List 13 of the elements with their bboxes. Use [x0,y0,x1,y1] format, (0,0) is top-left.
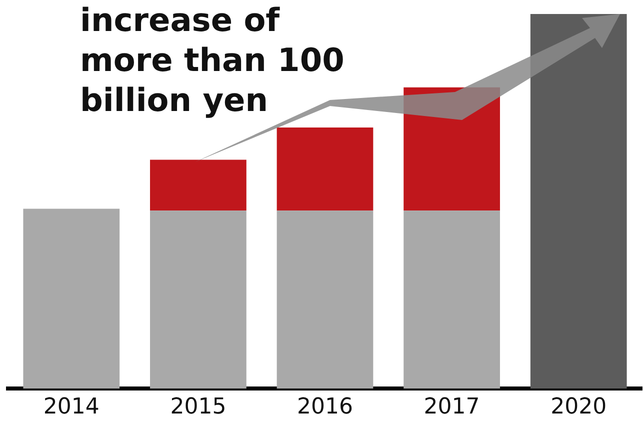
bar [276,128,374,211]
x-tick-label: 2020 [550,394,607,420]
x-tick-label: 2016 [297,394,353,420]
bar [150,160,246,211]
bar [150,210,246,389]
bar [404,210,500,389]
bar [23,208,120,389]
bar [530,14,627,389]
bar [276,210,374,389]
x-tick-label: 2014 [43,394,100,420]
x-tick-label: 2015 [170,394,226,420]
annotation: increase of more than 100 billion yen [80,0,344,120]
x-tick-label: 2017 [424,394,480,420]
